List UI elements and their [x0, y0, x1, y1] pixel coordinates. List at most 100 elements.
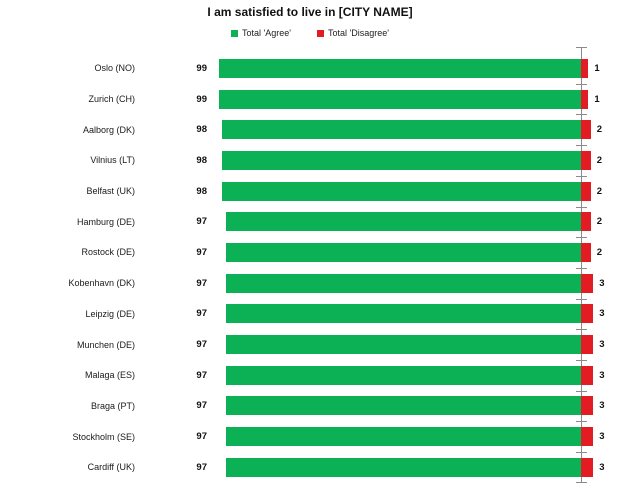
- legend-disagree-label: Total 'Disagree': [328, 28, 389, 38]
- disagree-value-label: 3: [599, 339, 605, 351]
- category-label: Hamburg (DE): [76, 216, 135, 227]
- axis-tick-icon: [576, 421, 587, 423]
- disagree-bar: [581, 120, 591, 140]
- bar-track: 2: [215, 181, 602, 201]
- chart-row: Aalborg (DK) 98 2: [0, 114, 620, 145]
- bar-track: 2: [215, 150, 602, 170]
- axis-tick-icon: [576, 452, 587, 454]
- agree-bar: [226, 457, 581, 477]
- disagree-bar: [581, 212, 591, 232]
- agree-value-label: 98: [196, 154, 207, 166]
- chart-title: I am satisfied to live in [CITY NAME]: [207, 5, 413, 19]
- disagree-bar: [581, 242, 591, 262]
- category-label: Braga (PT): [90, 400, 135, 411]
- chart-row: Leipzig (DE) 97 3: [0, 299, 620, 330]
- disagree-value-label: 2: [596, 185, 603, 197]
- axis-tick-icon: [576, 482, 587, 483]
- category-label: Aalborg (DK): [82, 124, 135, 135]
- chart-row: Cardiff (UK) 97 3: [0, 452, 620, 483]
- axis-tick-icon: [576, 390, 587, 392]
- bar-track: 3: [215, 335, 604, 355]
- category-label: Belfast (UK): [86, 186, 135, 197]
- disagree-value-label: 2: [596, 246, 603, 258]
- disagree-value-label: 3: [599, 369, 605, 381]
- disagree-bar: [581, 304, 594, 324]
- disagree-bar: [581, 273, 594, 293]
- agree-bar: [226, 242, 581, 262]
- disagree-value-label: 3: [599, 461, 605, 473]
- bar-track: 2: [215, 242, 602, 262]
- disagree-value-label: 2: [596, 124, 603, 136]
- agree-bar: [218, 89, 581, 109]
- axis-tick-icon: [576, 267, 587, 269]
- category-label: Zurich (CH): [88, 94, 136, 105]
- category-label: Stockholm (SE): [72, 431, 135, 442]
- axis-tick-icon: [576, 47, 587, 48]
- chart-row: Vilnius (LT) 98 2: [0, 145, 620, 176]
- agree-value-label: 99: [196, 93, 207, 105]
- axis-tick-icon: [576, 237, 587, 239]
- disagree-value-label: 1: [594, 93, 600, 105]
- disagree-bar: [581, 89, 589, 109]
- bar-track: 2: [215, 212, 602, 232]
- disagree-value-label: 3: [599, 431, 605, 443]
- agree-bar: [226, 273, 581, 293]
- agree-value-label: 97: [196, 461, 207, 473]
- agree-value-label: 97: [196, 246, 207, 258]
- axis-tick-icon: [576, 329, 587, 331]
- axis-tick-icon: [576, 83, 587, 85]
- disagree-bar: [581, 427, 594, 447]
- agree-swatch-icon: [231, 29, 239, 37]
- category-label: Leipzig (DE): [85, 308, 135, 319]
- agree-value-label: 97: [196, 216, 207, 228]
- bar-track: 1: [215, 58, 600, 78]
- disagree-bar: [581, 457, 594, 477]
- bar-track: 2: [215, 120, 602, 140]
- chart-row: Belfast (UK) 98 2: [0, 176, 620, 207]
- disagree-swatch-icon: [317, 29, 324, 37]
- chart-row: Munchen (DE) 97 3: [0, 329, 620, 360]
- axis-tick-icon: [576, 360, 587, 361]
- bar-track: 3: [215, 457, 604, 477]
- disagree-value-label: 3: [599, 308, 605, 320]
- category-label: Munchen (DE): [76, 339, 135, 350]
- bar-track: 3: [215, 396, 604, 416]
- disagree-bar: [581, 365, 594, 385]
- plot-area: Oslo (NO) 99 1 Zurich (CH) 99 1 Aalborg …: [0, 46, 620, 484]
- disagree-value-label: 3: [599, 400, 605, 412]
- chart-row: Zurich (CH) 99 1: [0, 84, 620, 115]
- category-label: Kobenhavn (DK): [68, 278, 135, 289]
- disagree-value-label: 2: [596, 154, 603, 166]
- disagree-bar: [581, 396, 594, 416]
- category-axis-line: [581, 47, 582, 483]
- disagree-bar: [581, 181, 591, 201]
- disagree-bar: [581, 58, 589, 78]
- disagree-value-label: 1: [594, 62, 600, 74]
- bar-track: 1: [215, 89, 600, 109]
- axis-tick-icon: [576, 175, 587, 177]
- chart-row: Kobenhavn (DK) 97 3: [0, 268, 620, 299]
- agree-value-label: 97: [196, 369, 207, 381]
- bar-track: 3: [215, 427, 604, 447]
- agree-bar: [226, 427, 581, 447]
- legend-item-disagree: Total 'Disagree': [317, 28, 389, 38]
- agree-bar: [226, 396, 581, 416]
- category-label: Vilnius (LT): [90, 155, 135, 166]
- agree-bar: [226, 212, 581, 232]
- agree-value-label: 98: [196, 185, 207, 197]
- disagree-value-label: 3: [599, 277, 605, 289]
- agree-bar: [222, 150, 581, 170]
- category-label: Rostock (DE): [81, 247, 135, 258]
- legend-agree-label: Total 'Agree': [242, 28, 291, 38]
- chart-row: Stockholm (SE) 97 3: [0, 421, 620, 452]
- category-label: Cardiff (UK): [87, 462, 135, 473]
- agree-value-label: 99: [196, 62, 207, 74]
- agree-bar: [226, 304, 581, 324]
- chart-row: Braga (PT) 97 3: [0, 391, 620, 422]
- agree-bar: [226, 335, 581, 355]
- category-label: Malaga (ES): [84, 370, 135, 381]
- axis-tick-icon: [576, 114, 587, 116]
- axis-tick-icon: [576, 145, 587, 147]
- agree-value-label: 97: [196, 277, 207, 289]
- chart-row: Hamburg (DE) 97 2: [0, 206, 620, 237]
